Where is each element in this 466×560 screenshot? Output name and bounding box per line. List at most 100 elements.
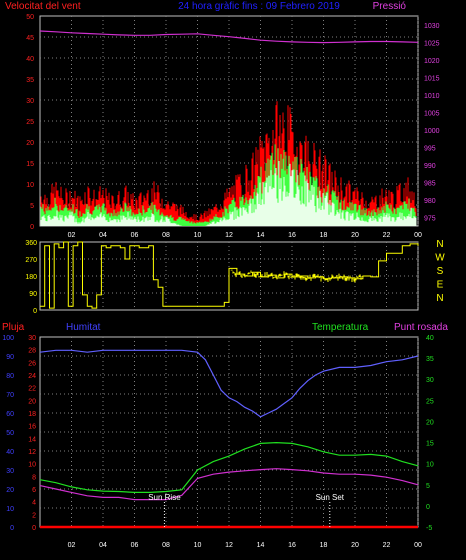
wind-y-tick: 45 xyxy=(26,35,34,42)
compass-label: N xyxy=(436,239,443,250)
humidity-y-tick: 60 xyxy=(6,411,14,418)
temperature-y-tick: 35 xyxy=(426,356,434,363)
rain-y-tick: 14 xyxy=(28,436,36,443)
pressure-y-tick: 1015 xyxy=(424,75,440,82)
wind-y-tick: 15 xyxy=(26,161,34,168)
wind-pressure-x-tick: 20 xyxy=(351,232,359,239)
pressure-y-tick: 975 xyxy=(424,215,436,222)
pressure-y-tick: 1025 xyxy=(424,40,440,47)
compass-label: S xyxy=(437,266,444,277)
pressure-y-tick: 995 xyxy=(424,145,436,152)
humidity-temp-x-tick: 06 xyxy=(131,542,139,549)
humidity-temp-x-tick: 08 xyxy=(162,542,170,549)
wind-direction-line xyxy=(40,241,419,309)
wind-pressure-x-tick: 10 xyxy=(194,232,202,239)
direction-y-tick: 180 xyxy=(25,274,37,281)
rain-y-tick: 30 xyxy=(28,335,36,342)
wind-pressure-x-tick: 04 xyxy=(99,232,107,239)
pressure-y-tick: 1020 xyxy=(424,58,440,65)
humidity-temp-x-tick: 00 xyxy=(414,542,422,549)
humidity-temp-x-tick: 04 xyxy=(99,542,107,549)
wind-min-bars xyxy=(40,160,417,226)
pressure-y-tick: 980 xyxy=(424,198,436,205)
rain-y-tick: 18 xyxy=(28,411,36,418)
wind-y-tick: 30 xyxy=(26,98,34,105)
compass-label: E xyxy=(437,280,444,291)
wind-pressure-x-tick: 08 xyxy=(162,232,170,239)
rain-y-tick: 2 xyxy=(32,512,36,519)
temperature-label: Temperatura xyxy=(312,322,369,333)
rain-y-tick: 6 xyxy=(32,487,36,494)
direction-y-tick: 360 xyxy=(25,240,37,247)
sunrise-label: Sun Rise xyxy=(148,493,181,502)
pressure-y-tick: 985 xyxy=(424,180,436,187)
humidity-y-tick: 40 xyxy=(6,449,14,456)
temperature-y-tick: 5 xyxy=(426,483,430,490)
rain-label: Pluja xyxy=(2,322,25,333)
temperature-y-tick: 25 xyxy=(426,398,434,405)
wind-y-tick: 10 xyxy=(26,182,34,189)
pressure-y-tick: 990 xyxy=(424,163,436,170)
wind-pressure-x-tick: 14 xyxy=(257,232,265,239)
direction-y-tick: 90 xyxy=(29,291,37,298)
temperature-y-tick: 15 xyxy=(426,441,434,448)
rain-y-tick: 4 xyxy=(32,500,36,507)
humidity-y-tick: 10 xyxy=(6,506,14,513)
dewpoint-label: Punt rosada xyxy=(394,322,448,333)
humidity-temp-x-tick: 02 xyxy=(68,542,76,549)
wind-speed-title: Velocitat del vent xyxy=(5,1,81,12)
rain-y-tick: 0 xyxy=(32,525,36,532)
humidity-y-tick: 0 xyxy=(10,525,14,532)
temperature-y-tick: 0 xyxy=(426,504,430,511)
humidity-temp-x-tick: 22 xyxy=(383,542,391,549)
chart-date-title: 24 hora gràfic fins : 09 Febrero 2019 xyxy=(178,1,340,12)
temperature-y-tick: 30 xyxy=(426,377,434,384)
compass-label: N xyxy=(436,293,443,304)
rain-y-tick: 16 xyxy=(28,424,36,431)
direction-y-tick: 270 xyxy=(25,257,37,264)
rain-y-tick: 22 xyxy=(28,386,36,393)
humidity-temp-x-tick: 18 xyxy=(320,542,328,549)
pressure-title: Pressió xyxy=(373,1,407,12)
humidity-y-tick: 90 xyxy=(6,354,14,361)
rain-y-tick: 26 xyxy=(28,360,36,367)
dewpoint-line xyxy=(39,468,419,501)
humidity-y-tick: 100 xyxy=(2,335,14,342)
wind-pressure-x-tick: 02 xyxy=(68,232,76,239)
humidity-temp-x-tick: 20 xyxy=(351,542,359,549)
rain-y-tick: 28 xyxy=(28,348,36,355)
wind-direction-jitter xyxy=(230,269,363,283)
rain-y-tick: 8 xyxy=(32,474,36,481)
direction-y-tick: 0 xyxy=(33,308,37,315)
humidity-y-tick: 30 xyxy=(6,468,14,475)
humidity-temp-x-tick: 12 xyxy=(225,542,233,549)
rain-y-tick: 24 xyxy=(28,373,36,380)
rain-y-tick: 12 xyxy=(28,449,36,456)
humidity-y-tick: 80 xyxy=(6,373,14,380)
wind-y-tick: 25 xyxy=(26,119,34,126)
wind-y-tick: 20 xyxy=(26,140,34,147)
humidity-temp-x-tick: 14 xyxy=(257,542,265,549)
wind-y-tick: 50 xyxy=(26,14,34,21)
temperature-y-tick: 20 xyxy=(426,419,434,426)
wind-pressure-x-tick: 12 xyxy=(225,232,233,239)
humidity-temp-x-tick: 10 xyxy=(194,542,202,549)
wind-y-tick: 40 xyxy=(26,56,34,63)
temperature-y-tick: 10 xyxy=(426,462,434,469)
wind-pressure-x-tick: 00 xyxy=(414,232,422,239)
humidity-y-tick: 20 xyxy=(6,487,14,494)
pressure-y-tick: 1010 xyxy=(424,93,440,100)
pressure-line xyxy=(39,30,419,44)
wind-pressure-x-tick: 18 xyxy=(320,232,328,239)
wind-y-tick: 0 xyxy=(30,224,34,231)
temperature-y-tick: -5 xyxy=(426,525,432,532)
wind-pressure-x-tick: 22 xyxy=(383,232,391,239)
temperature-line xyxy=(39,441,419,493)
wind-y-tick: 5 xyxy=(30,203,34,210)
wind-pressure-x-tick: 06 xyxy=(131,232,139,239)
wind-y-tick: 35 xyxy=(26,77,34,84)
pressure-y-tick: 1030 xyxy=(424,23,440,30)
compass-label: W xyxy=(435,253,445,264)
